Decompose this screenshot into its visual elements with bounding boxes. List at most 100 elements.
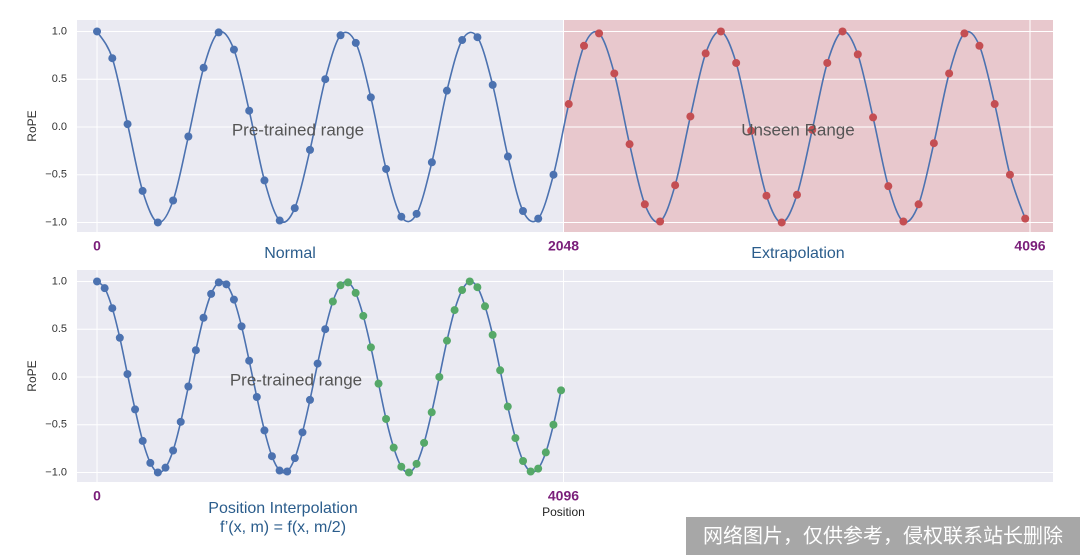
point [321, 75, 330, 84]
point [313, 359, 322, 368]
y-tick-label: 1.0 [52, 275, 67, 287]
point [366, 343, 375, 352]
point [389, 443, 398, 452]
point [199, 63, 208, 72]
y-tick-label: 0.5 [52, 73, 67, 85]
point [640, 200, 649, 209]
point [671, 181, 680, 190]
point [169, 446, 178, 455]
point [328, 297, 337, 306]
point [290, 454, 299, 463]
point [366, 93, 375, 102]
point [435, 372, 444, 381]
point [564, 100, 573, 109]
point [686, 112, 695, 121]
point [298, 428, 307, 437]
point [610, 69, 619, 78]
y-tick-label: 0.5 [52, 323, 67, 335]
shaded-region [563, 20, 1053, 232]
point [123, 370, 132, 379]
point [397, 462, 406, 471]
point [397, 212, 406, 221]
x-tick-label: 0 [93, 488, 101, 504]
point [138, 436, 147, 445]
point [808, 125, 817, 134]
point [93, 277, 102, 286]
point [945, 69, 954, 78]
point [191, 346, 200, 355]
point [503, 402, 512, 411]
y-tick-label: −0.5 [45, 169, 67, 181]
point [207, 289, 216, 298]
point [990, 100, 999, 109]
point [473, 33, 482, 42]
point [884, 182, 893, 191]
point [960, 29, 969, 38]
point [747, 126, 756, 135]
point [131, 405, 140, 414]
point [267, 452, 276, 461]
point [488, 80, 497, 89]
region-label: f’(x, m) = f(x, m/2) [220, 519, 346, 536]
point [382, 164, 391, 173]
point [519, 456, 528, 465]
point [557, 386, 566, 395]
point [442, 86, 451, 95]
point [929, 139, 938, 148]
point [359, 311, 368, 320]
x-axis-label: Position [542, 505, 585, 519]
y-tick-label: 0.0 [52, 121, 67, 133]
point [869, 113, 878, 122]
point [777, 218, 786, 227]
point [762, 191, 771, 200]
point [115, 333, 124, 342]
point [351, 38, 360, 47]
point [344, 278, 353, 287]
point [481, 302, 490, 311]
point [450, 306, 459, 315]
y-tick-label: −1.0 [45, 216, 67, 228]
point [305, 395, 314, 404]
point [290, 204, 299, 213]
point [792, 190, 801, 199]
y-axis-label: RoPE [25, 110, 39, 141]
point [260, 426, 269, 435]
watermark-bg [686, 517, 1080, 555]
point [823, 58, 832, 67]
point [374, 379, 383, 388]
region-label: Normal [264, 245, 316, 262]
x-tick-label: 0 [93, 238, 101, 254]
region-label: Extrapolation [751, 245, 844, 262]
point [534, 464, 543, 473]
point [488, 330, 497, 339]
annotation: Unseen Range [741, 120, 854, 139]
point [283, 467, 292, 476]
point [838, 27, 847, 36]
point [853, 50, 862, 59]
point [420, 438, 429, 447]
point [146, 458, 155, 467]
point [580, 41, 589, 50]
point [306, 145, 315, 154]
point [503, 152, 512, 161]
point [534, 214, 543, 223]
y-tick-label: 0.0 [52, 371, 67, 383]
y-tick-label: 1.0 [52, 25, 67, 37]
point [336, 31, 345, 40]
point [625, 140, 634, 149]
region-label: Position Interpolation [208, 500, 357, 517]
point [549, 170, 558, 179]
point [184, 382, 193, 391]
line-bridge [552, 103, 570, 175]
annotation: Pre-trained range [230, 370, 362, 389]
point [176, 417, 185, 426]
point [169, 196, 178, 205]
x-tick-label: 2048 [548, 238, 579, 254]
point [716, 27, 725, 36]
point [511, 434, 520, 443]
point [237, 322, 246, 331]
point [526, 467, 535, 476]
point [138, 186, 147, 195]
point [351, 288, 360, 297]
